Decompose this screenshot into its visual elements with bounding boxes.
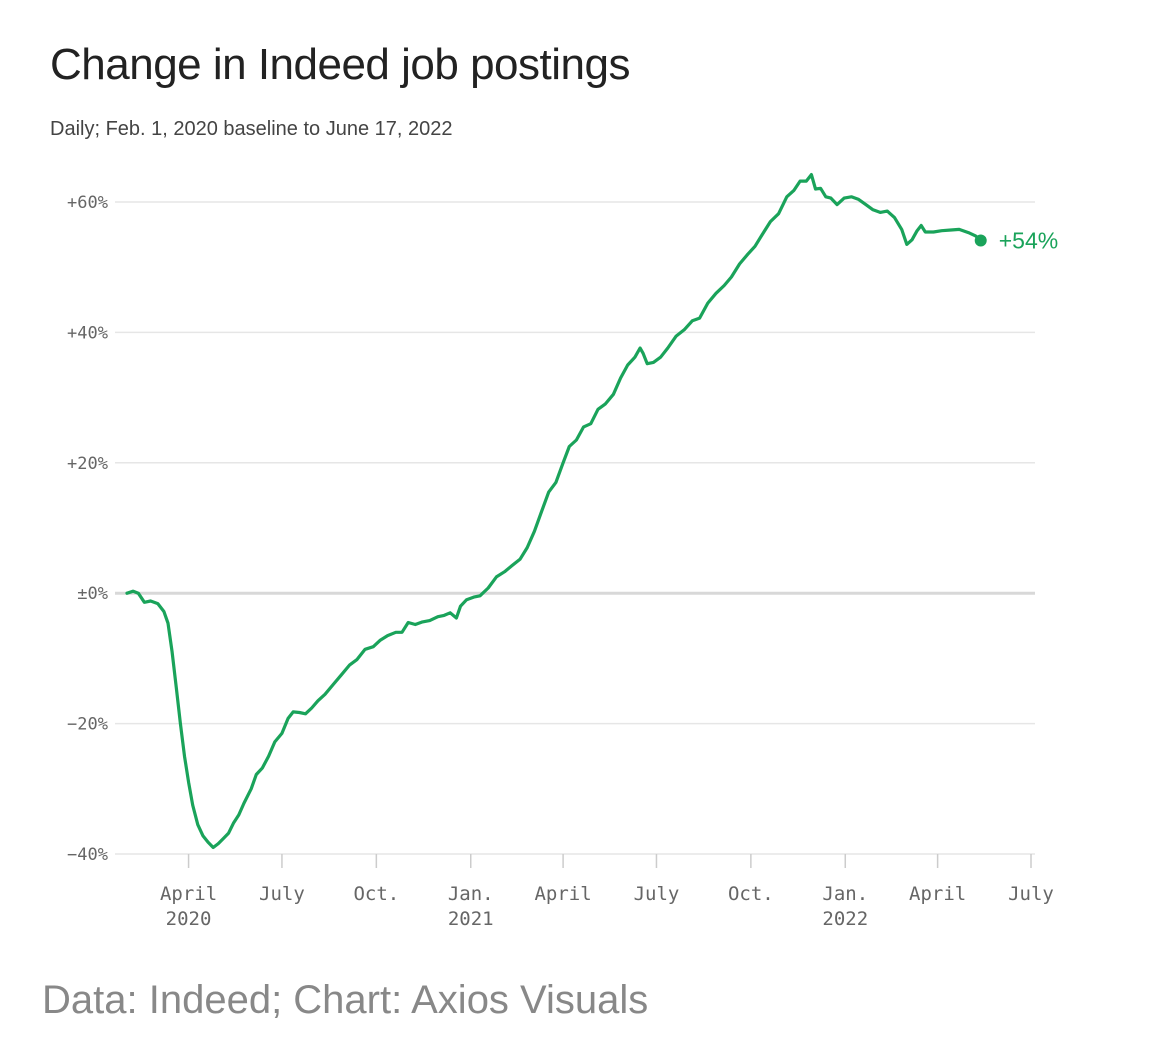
chart-subtitle: Daily; Feb. 1, 2020 baseline to June 17,…	[50, 118, 453, 140]
gridlines: +60% +40% +20% ±0% −20% −40%	[67, 193, 1035, 865]
y-tick-label: ±0%	[77, 584, 108, 604]
x-tick-label: July	[634, 883, 680, 905]
x-tick-label: April	[534, 883, 591, 905]
x-tick-year-label: 2022	[822, 908, 868, 930]
x-tick-label: Oct.	[353, 883, 399, 905]
x-tick-label: Oct.	[728, 883, 774, 905]
source-note: Data: Indeed; Chart: Axios Visuals	[42, 978, 649, 1022]
series-line	[125, 173, 983, 850]
y-tick-label: +40%	[67, 323, 108, 343]
x-tick-label: Jan.	[822, 883, 868, 905]
y-tick-label: +60%	[67, 193, 108, 213]
x-axis: April 2020 July Oct. Jan. 2021 April July Oct. Ja…	[160, 854, 1054, 930]
x-tick-label: July	[259, 883, 305, 905]
line-chart: +60% +40% +20% ±0% −20% −40% April 2020 July Oct…	[67, 173, 1058, 930]
y-tick-label: −20%	[67, 715, 108, 735]
series-line-group: +54%	[125, 173, 1058, 850]
y-tick-label: −40%	[67, 845, 108, 865]
y-tick-label: +20%	[67, 454, 108, 474]
x-tick-label: April	[909, 883, 966, 905]
x-tick-label: July	[1008, 883, 1054, 905]
x-tick-year-label: 2020	[166, 908, 212, 930]
end-value-label: +54%	[999, 227, 1058, 253]
x-tick-label: April	[160, 883, 217, 905]
x-tick-year-label: 2021	[448, 908, 494, 930]
chart-title: Change in Indeed job postings	[50, 40, 630, 89]
end-point-marker	[974, 234, 987, 247]
x-tick-label: Jan.	[448, 883, 494, 905]
